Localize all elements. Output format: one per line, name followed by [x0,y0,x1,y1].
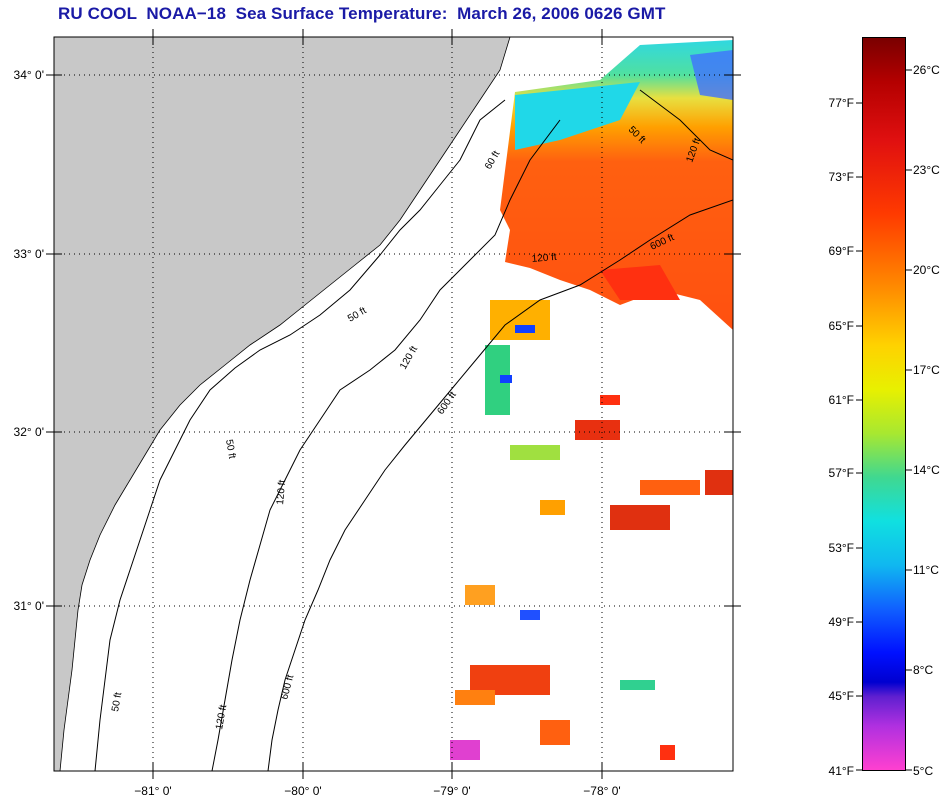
colorbar-ticks [856,69,912,771]
contour-label: 50 ft [223,439,237,460]
contour-label: 120 ft [531,252,557,265]
temperature-colorbar [862,37,906,771]
colorbar-fahrenheit-label: 57°F [828,466,854,480]
colorbar-celsius-label: 20°C [913,263,940,277]
sst-red-patch [600,265,680,300]
sst-scattered-pixels [450,300,733,760]
colorbar-celsius-label: 14°C [913,463,940,477]
colorbar-celsius-label: 23°C [913,163,940,177]
colorbar-fahrenheit-label: 65°F [828,319,854,333]
map-ticks [46,29,741,779]
colorbar-celsius-label: 11°C [913,563,939,577]
latitude-label: 31° 0' [13,599,44,613]
latitude-label: 33° 0' [13,247,44,261]
longitude-label: −81° 0' [134,784,172,798]
colorbar-celsius-label: 8°C [913,663,934,677]
colorbar-fahrenheit-label: 41°F [828,764,854,778]
graticule [54,37,733,771]
map-title: RU COOL NOAA−18 Sea Surface Temperature:… [58,4,666,23]
bathymetry-contours [94,89,733,771]
colorbar-fahrenheit-label: 45°F [828,689,854,703]
contour-label: 50 ft [110,691,124,712]
colorbar-celsius-label: 26°C [913,63,940,77]
colorbar-celsius-label: 5°C [913,764,934,778]
land-area [54,37,511,771]
latitude-label: 32° 0' [13,425,44,439]
contour-label: 120 ft [214,704,229,731]
sst-cyan-region [515,82,640,150]
map-frame [53,36,734,772]
contour-label: 120 ft [275,479,288,505]
colorbar-fahrenheit-label: 73°F [828,170,854,184]
colorbar-fahrenheit-label: 77°F [828,96,854,110]
longitude-label: −78° 0' [583,784,621,798]
latitude-label: 34° 0' [13,68,44,82]
colorbar-fahrenheit-label: 61°F [828,393,854,407]
colorbar-fahrenheit-label: 49°F [828,615,854,629]
colorbar-celsius-label: 17°C [913,363,940,377]
colorbar-fahrenheit-label: 53°F [828,541,854,555]
colorbar-fahrenheit-label: 69°F [828,244,854,258]
longitude-label: −79° 0' [433,784,471,798]
longitude-label: −80° 0' [284,784,322,798]
sst-cool-patch [690,50,733,100]
